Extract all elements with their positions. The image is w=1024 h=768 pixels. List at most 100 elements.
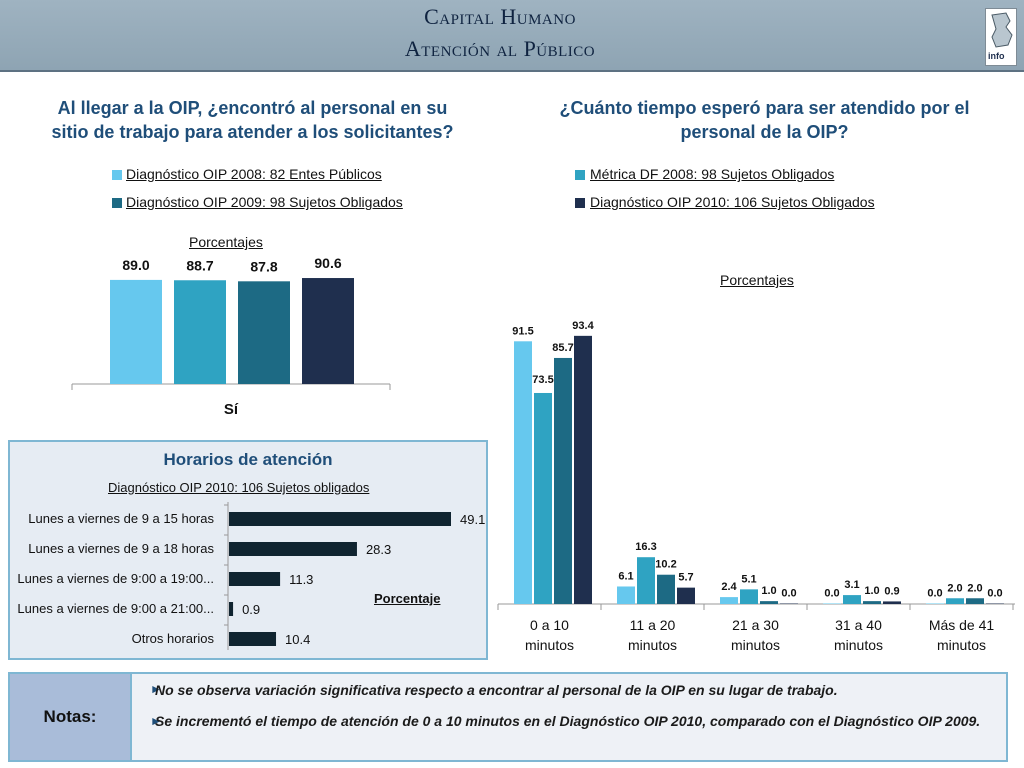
bullet-arrow-icon: ►: [150, 682, 162, 696]
chart2-bar: [574, 335, 592, 604]
chart2-bar: [637, 557, 655, 604]
chart1-bar: [174, 280, 226, 384]
chart2-value-label: 2.0: [967, 582, 982, 594]
legend-metrica2008: Métrica DF 2008: 98 Sujetos Obligados: [590, 166, 835, 182]
bullet-arrow-icon: ►: [150, 714, 162, 728]
chart2-bar: [554, 357, 572, 604]
chart2-category-label: Más de 41: [929, 617, 995, 633]
chart2-category-label: 11 a 20: [630, 617, 676, 633]
chart1-value-label: 90.6: [314, 255, 341, 271]
chart2-bar: [657, 574, 675, 604]
chart2-svg: 91.5 73.5 85.7 93.4 0 a 10 minutos 6.1 16.3 10.2…: [497, 320, 1015, 653]
legend-2010: Diagnóstico OIP 2010: 106 Sujetos Obliga…: [590, 194, 875, 210]
chart2-category-label-line2: minutos: [834, 637, 883, 653]
chart2-bar: [514, 341, 532, 604]
chart3-category-label: Lunes a viernes de 9 a 15 horas: [28, 511, 214, 526]
chart1-category-label: Sí: [224, 401, 239, 418]
chart2-value-label: 91.5: [512, 325, 533, 337]
chart2-value-label: 73.5: [532, 374, 553, 386]
legend-2009: Diagnóstico OIP 2009: 98 Sujetos Obligad…: [126, 194, 403, 210]
chart3-category-label: Lunes a viernes de 9:00 a 19:00...: [17, 571, 214, 586]
chart1-bar: [302, 278, 354, 384]
legend-swatch-2008: [112, 170, 122, 180]
chart3-category-label: Otros horarios: [132, 631, 215, 646]
chart2-value-label: 1.0: [761, 585, 776, 597]
chart2-bar: [534, 392, 552, 604]
chart3-bar: [229, 512, 451, 526]
chart1-svg: 89.0 88.7 87.8 90.6 Sí: [71, 255, 391, 418]
chart1-value-label: 89.0: [122, 257, 149, 273]
logo-text: info: [988, 51, 1005, 61]
chart2-bar: [823, 603, 841, 604]
legend-2008: Diagnóstico OIP 2008: 82 Entes Públicos: [126, 166, 382, 182]
chart2-value-label: 10.2: [655, 559, 676, 571]
infodf-logo: info: [985, 8, 1017, 66]
chart1-title: Al llegar a la OIP, ¿encontró al persona…: [51, 98, 454, 142]
chart2-bar: [780, 603, 798, 604]
chart2-title: ¿Cuánto tiempo esperó para ser atendido …: [559, 98, 970, 142]
chart2-category-label-line2: minutos: [731, 637, 780, 653]
chart2-value-label: 0.0: [824, 588, 839, 600]
chart2-value-label: 93.4: [572, 320, 594, 332]
chart3-svg: Lunes a viernes de 9 a 15 horas 49.1 Lunes…: [17, 502, 485, 650]
chart3-bar: [229, 632, 277, 646]
chart2-value-label: 6.1: [618, 570, 633, 582]
chart1-subtitle: Porcentajes: [189, 234, 263, 250]
chart3-bar: [229, 572, 281, 586]
header-bar: Capital Humano Atención al Público info: [0, 0, 1024, 72]
chart2-bar: [740, 589, 758, 604]
chart2-category-label-line2: minutos: [937, 637, 986, 653]
page-title-line2: Atención al Público: [404, 36, 596, 61]
chart2-category-label: 21 a 30: [732, 617, 779, 633]
chart2-value-label: 0.0: [927, 588, 942, 600]
horarios-subtitle: Diagnóstico OIP 2010: 106 Sujetos obliga…: [108, 480, 370, 495]
chart2-value-label: 0.0: [987, 588, 1002, 600]
chart3-value-label: 11.3: [289, 572, 313, 587]
chart3-value-label: 49.1: [460, 512, 485, 527]
chart2-bar: [843, 595, 861, 604]
chart3-category-label: Lunes a viernes de 9 a 18 horas: [28, 541, 214, 556]
chart2-category-label-line2: minutos: [628, 637, 677, 653]
chart2-value-label: 0.9: [884, 585, 899, 597]
chart2-value-label: 2.4: [721, 581, 737, 593]
chart3-bar: [229, 542, 357, 556]
notes-panel: Notas: ► No se observa variación signifi…: [8, 672, 1008, 762]
legend-swatch-metrica2008: [575, 170, 585, 180]
chart2-bar: [863, 601, 881, 604]
chart2-value-label: 5.1: [741, 573, 756, 585]
page-title-line1: Capital Humano: [424, 4, 576, 29]
chart2-value-label: 5.7: [678, 572, 693, 584]
chart2-bar: [883, 601, 901, 604]
chart3-value-label: 0.9: [242, 602, 260, 617]
chart2-bar: [986, 603, 1004, 604]
chart2-value-label: 3.1: [844, 579, 859, 591]
note-item-2: Se incrementó el tiempo de atención de 0…: [155, 713, 981, 729]
note-item-1: No se observa variación significativa re…: [155, 682, 838, 698]
chart2-value-label: 1.0: [864, 585, 879, 597]
chart2-value-label: 85.7: [552, 342, 573, 354]
chart2-bar: [966, 598, 984, 604]
horarios-title: Horarios de atención: [163, 450, 333, 469]
chart2-bar: [946, 598, 964, 604]
chart2-bar: [617, 586, 635, 604]
horarios-panel: Horarios de atención Diagnóstico OIP 201…: [8, 440, 488, 660]
legend-swatch-2010: [575, 198, 585, 208]
chart1-value-label: 87.8: [250, 258, 277, 274]
horarios-axis-label: Porcentaje: [374, 591, 441, 606]
chart3-value-label: 10.4: [285, 632, 310, 647]
chart2-bar: [720, 597, 738, 604]
chart2-value-label: 0.0: [781, 588, 796, 600]
chart3-bar: [229, 602, 234, 616]
legend-swatch-2009: [112, 198, 122, 208]
chart2-category-label: 31 a 40: [835, 617, 882, 633]
chart2-bar: [760, 601, 778, 604]
chart1-bar: [238, 281, 290, 384]
chart2-category-label-line2: minutos: [525, 637, 574, 653]
chart1-value-label: 88.7: [186, 257, 213, 273]
chart3-category-label: Lunes a viernes de 9:00 a 21:00...: [17, 601, 214, 616]
chart1-bar: [110, 279, 162, 384]
chart2-bar: [926, 603, 944, 604]
chart2-subtitle: Porcentajes: [720, 272, 794, 288]
chart2-bar: [677, 587, 695, 604]
chart2-value-label: 2.0: [947, 582, 962, 594]
